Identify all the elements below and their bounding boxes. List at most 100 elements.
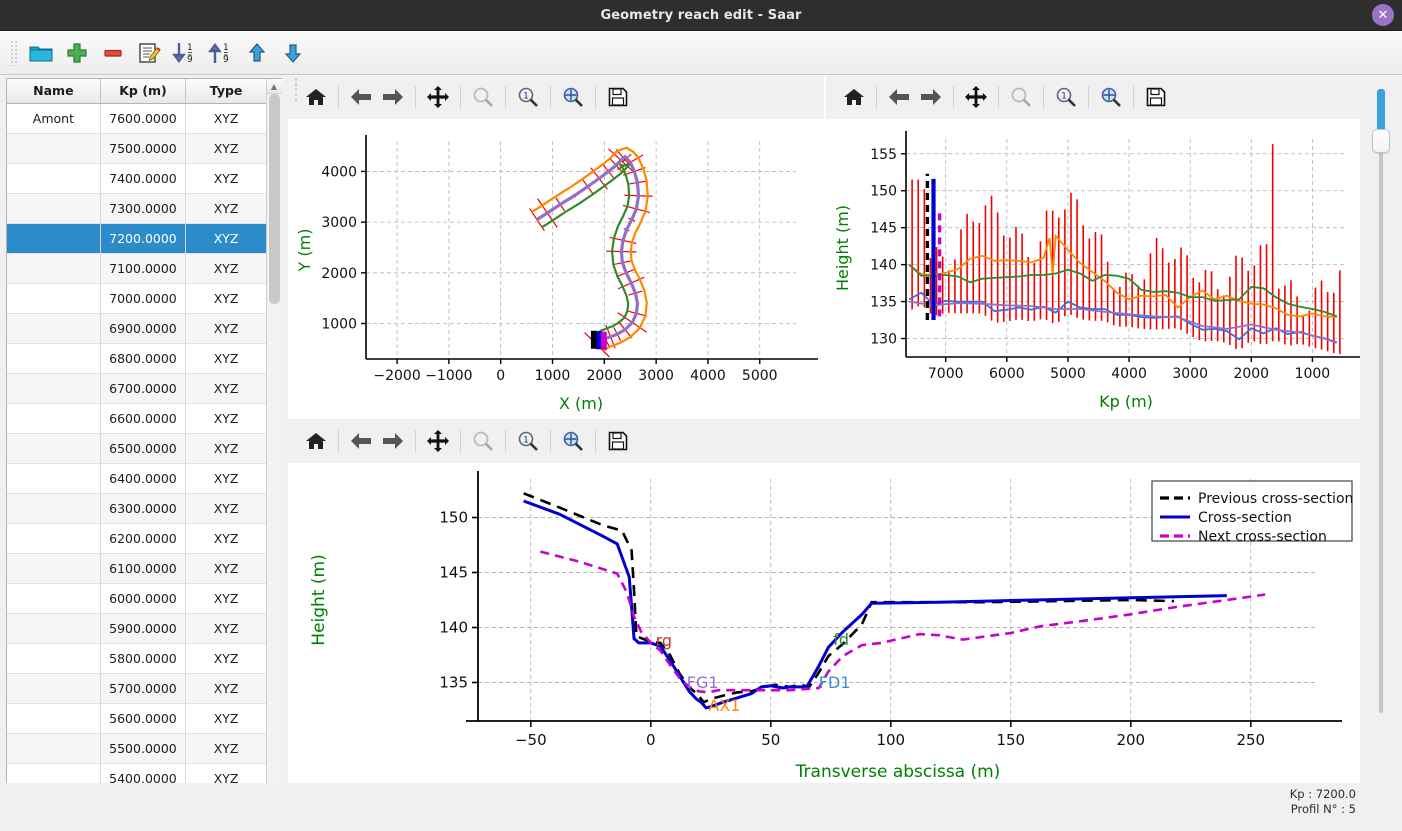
plan-toolbar-drag-handle[interactable]: [294, 77, 298, 103]
profile-zoom-button[interactable]: [1005, 81, 1037, 113]
table-row[interactable]: 7200.0000 XYZ: [7, 223, 266, 254]
cell-name[interactable]: [7, 403, 101, 434]
cell-name[interactable]: [7, 703, 101, 734]
cell-kp[interactable]: 6800.0000: [100, 343, 187, 374]
table-row[interactable]: 6600.0000 XYZ: [7, 403, 266, 434]
table-row[interactable]: 6100.0000 XYZ: [7, 553, 266, 584]
step-up-button[interactable]: [1368, 783, 1394, 807]
scroll-down-arrow-icon[interactable]: ▼: [266, 809, 282, 824]
cell-type[interactable]: XYZ: [185, 703, 266, 734]
cell-name[interactable]: [7, 493, 101, 524]
cell-name[interactable]: [7, 253, 101, 284]
cell-kp[interactable]: 6600.0000: [100, 403, 187, 434]
cell-type[interactable]: XYZ: [185, 223, 266, 254]
table-row[interactable]: 6700.0000 XYZ: [7, 373, 266, 404]
plan-pan-button[interactable]: [422, 81, 454, 113]
cell-name[interactable]: [7, 223, 101, 254]
cell-kp[interactable]: 7000.0000: [100, 283, 187, 314]
cell-name[interactable]: [7, 673, 101, 704]
cell-type[interactable]: XYZ: [185, 133, 266, 164]
profile-slider[interactable]: [1372, 89, 1390, 713]
column-header-type[interactable]: Type: [185, 79, 266, 104]
table-row[interactable]: 5400.0000 XYZ: [7, 763, 266, 794]
cell-name[interactable]: [7, 163, 101, 194]
cell-type[interactable]: XYZ: [185, 193, 266, 224]
scrollbar-thumb[interactable]: [268, 94, 280, 304]
cell-kp[interactable]: 7500.0000: [100, 133, 187, 164]
cell-type[interactable]: XYZ: [185, 583, 266, 614]
table-row[interactable]: 5500.0000 XYZ: [7, 733, 266, 764]
plan-forward-button[interactable]: [377, 81, 409, 113]
cell-kp[interactable]: 5600.0000: [100, 703, 187, 734]
scroll-up-arrow-icon[interactable]: ▲: [266, 79, 282, 94]
cell-name[interactable]: [7, 463, 101, 494]
cross-zoom-one-button[interactable]: 1: [512, 425, 544, 457]
cell-type[interactable]: XYZ: [185, 163, 266, 194]
cell-type[interactable]: XYZ: [185, 433, 266, 464]
cell-name[interactable]: [7, 373, 101, 404]
cell-name[interactable]: [7, 643, 101, 674]
remove-button[interactable]: [96, 36, 130, 70]
cell-type[interactable]: XYZ: [185, 613, 266, 644]
cell-kp[interactable]: 6100.0000: [100, 553, 187, 584]
table-row[interactable]: 6000.0000 XYZ: [7, 583, 266, 614]
cell-name[interactable]: [7, 523, 101, 554]
cell-name[interactable]: [7, 433, 101, 464]
close-icon[interactable]: ✕: [1372, 4, 1394, 26]
table-row[interactable]: 5800.0000 XYZ: [7, 643, 266, 674]
cell-kp[interactable]: 7600.0000: [100, 103, 187, 134]
cell-kp[interactable]: 5400.0000: [100, 763, 187, 794]
edit-button[interactable]: [132, 36, 166, 70]
column-header-kp[interactable]: Kp (m): [100, 79, 187, 104]
cross-save-button[interactable]: [602, 425, 634, 457]
plan-configure-subplots-button[interactable]: [557, 81, 589, 113]
table-row[interactable]: 6500.0000 XYZ: [7, 433, 266, 464]
profile-zoom-one-button[interactable]: 1: [1050, 81, 1082, 113]
profile-back-button[interactable]: [883, 81, 915, 113]
table-row[interactable]: 7000.0000 XYZ: [7, 283, 266, 314]
cell-kp[interactable]: 6000.0000: [100, 583, 187, 614]
table-row[interactable]: Amont 7600.0000 XYZ: [7, 103, 266, 134]
cross-pan-button[interactable]: [422, 425, 454, 457]
table-row[interactable]: 7100.0000 XYZ: [7, 253, 266, 284]
plan-save-button[interactable]: [602, 81, 634, 113]
slider-track[interactable]: [1379, 89, 1383, 713]
table-row[interactable]: 7300.0000 XYZ: [7, 193, 266, 224]
plan-zoom-button[interactable]: [467, 81, 499, 113]
cell-kp[interactable]: 6400.0000: [100, 463, 187, 494]
table-row[interactable]: 6800.0000 XYZ: [7, 343, 266, 374]
table-vertical-scrollbar[interactable]: ▲ ▼: [266, 79, 282, 824]
cell-kp[interactable]: 6500.0000: [100, 433, 187, 464]
move-down-button[interactable]: [276, 36, 310, 70]
cell-type[interactable]: XYZ: [185, 463, 266, 494]
step-down-button[interactable]: [1368, 813, 1394, 831]
sort-descending-button[interactable]: 1 9: [168, 36, 202, 70]
cell-kp[interactable]: 7100.0000: [100, 253, 187, 284]
table-row[interactable]: 6200.0000 XYZ: [7, 523, 266, 554]
profile-pan-button[interactable]: [960, 81, 992, 113]
plan-view-canvas[interactable]: −2000 −1000 0 1000 2000 3000 4000 5000 1000 2000 3…: [288, 119, 824, 419]
profile-save-button[interactable]: [1140, 81, 1172, 113]
plan-home-button[interactable]: [300, 81, 332, 113]
sort-ascending-button[interactable]: 1 9: [204, 36, 238, 70]
table-row[interactable]: 7500.0000 XYZ: [7, 133, 266, 164]
table-row[interactable]: 6300.0000 XYZ: [7, 493, 266, 524]
cross-forward-button[interactable]: [377, 425, 409, 457]
cell-kp[interactable]: 5900.0000: [100, 613, 187, 644]
plan-zoom-one-button[interactable]: 1: [512, 81, 544, 113]
move-up-button[interactable]: [240, 36, 274, 70]
cell-kp[interactable]: 6300.0000: [100, 493, 187, 524]
cell-type[interactable]: XYZ: [185, 103, 266, 134]
cell-name[interactable]: [7, 283, 101, 314]
profile-forward-button[interactable]: [915, 81, 947, 113]
cell-name[interactable]: [7, 763, 101, 794]
cell-name[interactable]: [7, 583, 101, 614]
longitudinal-profile-canvas[interactable]: 7000 6000 5000 4000 3000 2000 1000 130 135 140 145…: [826, 119, 1360, 419]
open-folder-button[interactable]: [24, 36, 58, 70]
cross-back-button[interactable]: [345, 425, 377, 457]
table-row[interactable]: 6400.0000 XYZ: [7, 463, 266, 494]
plan-back-button[interactable]: [345, 81, 377, 113]
table-row[interactable]: 6900.0000 XYZ: [7, 313, 266, 344]
table-row[interactable]: 5600.0000 XYZ: [7, 703, 266, 734]
cell-kp[interactable]: 5700.0000: [100, 673, 187, 704]
